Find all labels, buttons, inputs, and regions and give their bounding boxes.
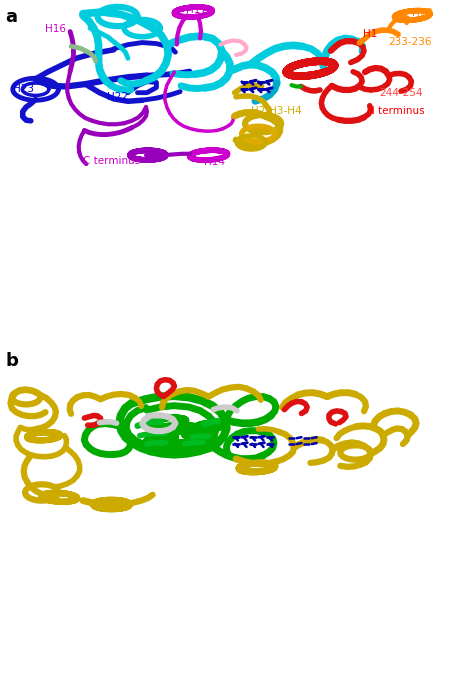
- Text: H22: H22: [107, 92, 128, 102]
- Text: a: a: [6, 7, 18, 26]
- Text: H16: H16: [45, 24, 66, 34]
- Text: H2-H3-H4: H2-H3-H4: [251, 106, 302, 116]
- Text: H12: H12: [412, 7, 433, 17]
- Text: C terminus: C terminus: [83, 155, 140, 166]
- Text: H14: H14: [204, 157, 225, 168]
- Text: b: b: [6, 352, 18, 369]
- Text: H23: H23: [13, 83, 34, 94]
- Text: H1: H1: [363, 30, 377, 39]
- Text: 244-254: 244-254: [379, 87, 423, 98]
- Text: 233-236: 233-236: [389, 37, 432, 47]
- Text: N terminus: N terminus: [367, 106, 425, 116]
- Text: H17: H17: [186, 5, 207, 15]
